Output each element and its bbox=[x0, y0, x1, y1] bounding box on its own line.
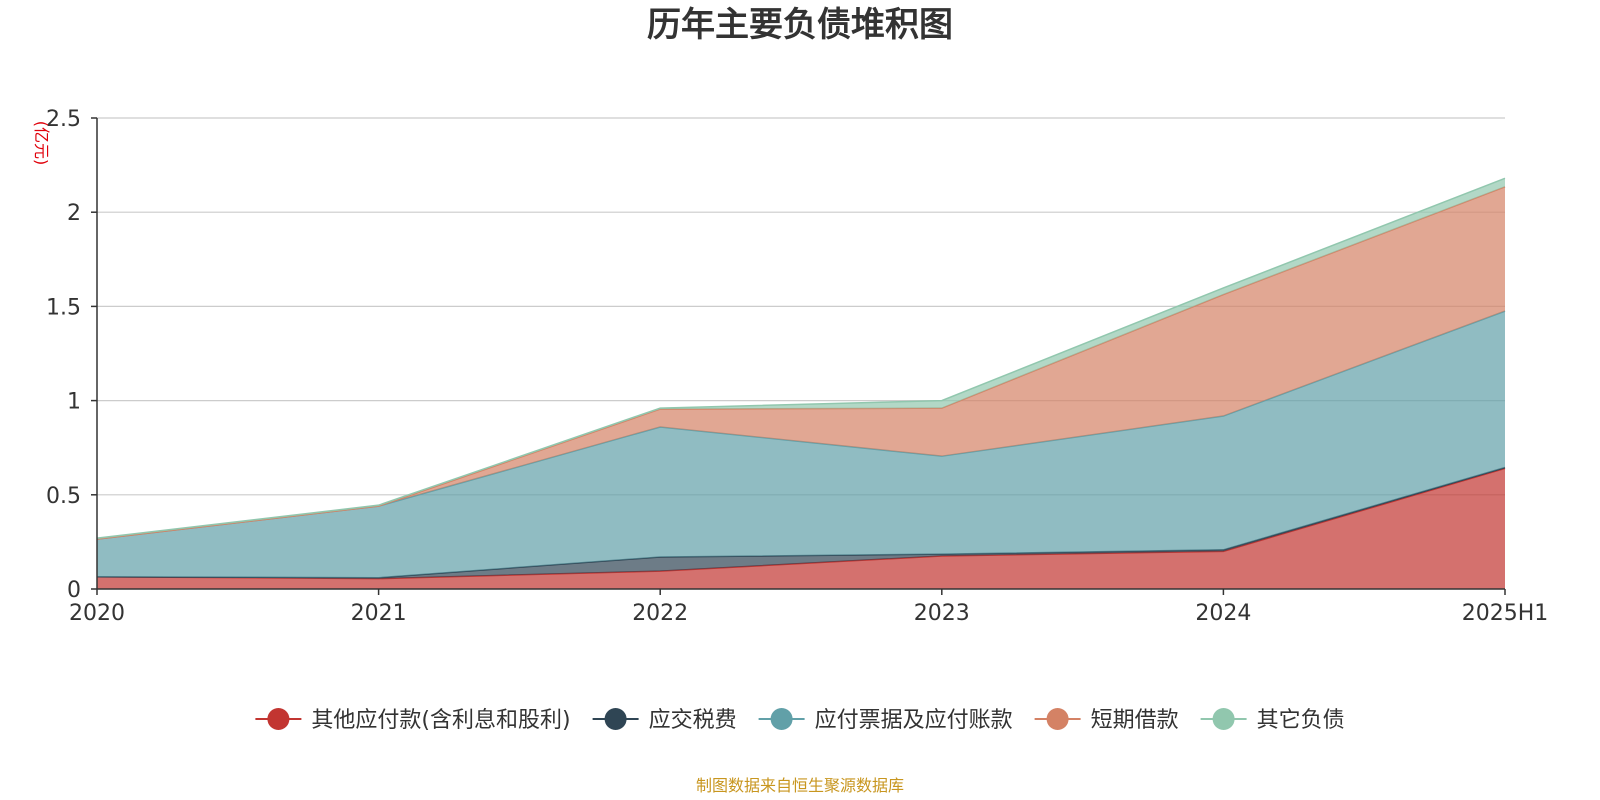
legend-marker-4 bbox=[1212, 708, 1235, 730]
legend-marker-1 bbox=[604, 708, 627, 730]
legend-item-0[interactable]: 其他应付款(含利息和股利) bbox=[255, 708, 571, 733]
legend: 其他应付款(含利息和股利) 应交税费 应付票据及应付账款 短期借款 其它负债 bbox=[255, 708, 1345, 733]
legend-marker-2 bbox=[770, 708, 793, 730]
axes: 0 0.5 1 1.5 2 2.5 2020 2021 2022 2023 2024 2025H1 (亿… bbox=[32, 107, 1548, 626]
legend-marker-3 bbox=[1046, 708, 1069, 730]
x-tick-label-2: 2022 bbox=[632, 601, 688, 626]
legend-label-1: 应交税费 bbox=[649, 708, 737, 733]
y-tick-label-5: 2.5 bbox=[46, 107, 81, 132]
line-series-4 bbox=[96, 177, 1506, 539]
y-tick-label-4: 2 bbox=[67, 201, 81, 226]
legend-item-1[interactable]: 应交税费 bbox=[592, 708, 737, 733]
y-tick-label-0: 0 bbox=[67, 578, 81, 603]
area-series-1 bbox=[97, 467, 1505, 579]
legend-label-4: 其它负债 bbox=[1257, 708, 1345, 733]
x-tick-label-1: 2021 bbox=[351, 601, 407, 626]
legend-item-4[interactable]: 其它负债 bbox=[1200, 708, 1345, 733]
legend-item-3[interactable]: 短期借款 bbox=[1034, 708, 1179, 733]
legend-marker-0 bbox=[267, 708, 290, 730]
x-tick-label-0: 2020 bbox=[69, 601, 125, 626]
area-series-0 bbox=[97, 468, 1505, 589]
stacked-areas bbox=[96, 177, 1506, 589]
chart-title: 历年主要负债堆积图 bbox=[647, 5, 953, 45]
area-series-2 bbox=[97, 311, 1505, 578]
y-tick-label-1: 0.5 bbox=[46, 484, 81, 509]
x-tick-label-4: 2024 bbox=[1195, 601, 1251, 626]
legend-item-2[interactable]: 应付票据及应付账款 bbox=[758, 708, 1013, 733]
x-tick-label-3: 2023 bbox=[914, 601, 970, 626]
legend-label-3: 短期借款 bbox=[1091, 708, 1179, 733]
y-tick-label-3: 1.5 bbox=[46, 295, 81, 320]
area-series-3 bbox=[97, 186, 1505, 540]
source-note: 制图数据来自恒生聚源数据库 bbox=[695, 776, 904, 795]
x-tick-label-5: 2025H1 bbox=[1462, 601, 1549, 626]
legend-label-2: 应付票据及应付账款 bbox=[815, 708, 1013, 733]
legend-label-0: 其他应付款(含利息和股利) bbox=[311, 708, 570, 733]
y-axis-unit: (亿元) bbox=[32, 121, 51, 166]
y-tick-label-2: 1 bbox=[67, 390, 81, 415]
